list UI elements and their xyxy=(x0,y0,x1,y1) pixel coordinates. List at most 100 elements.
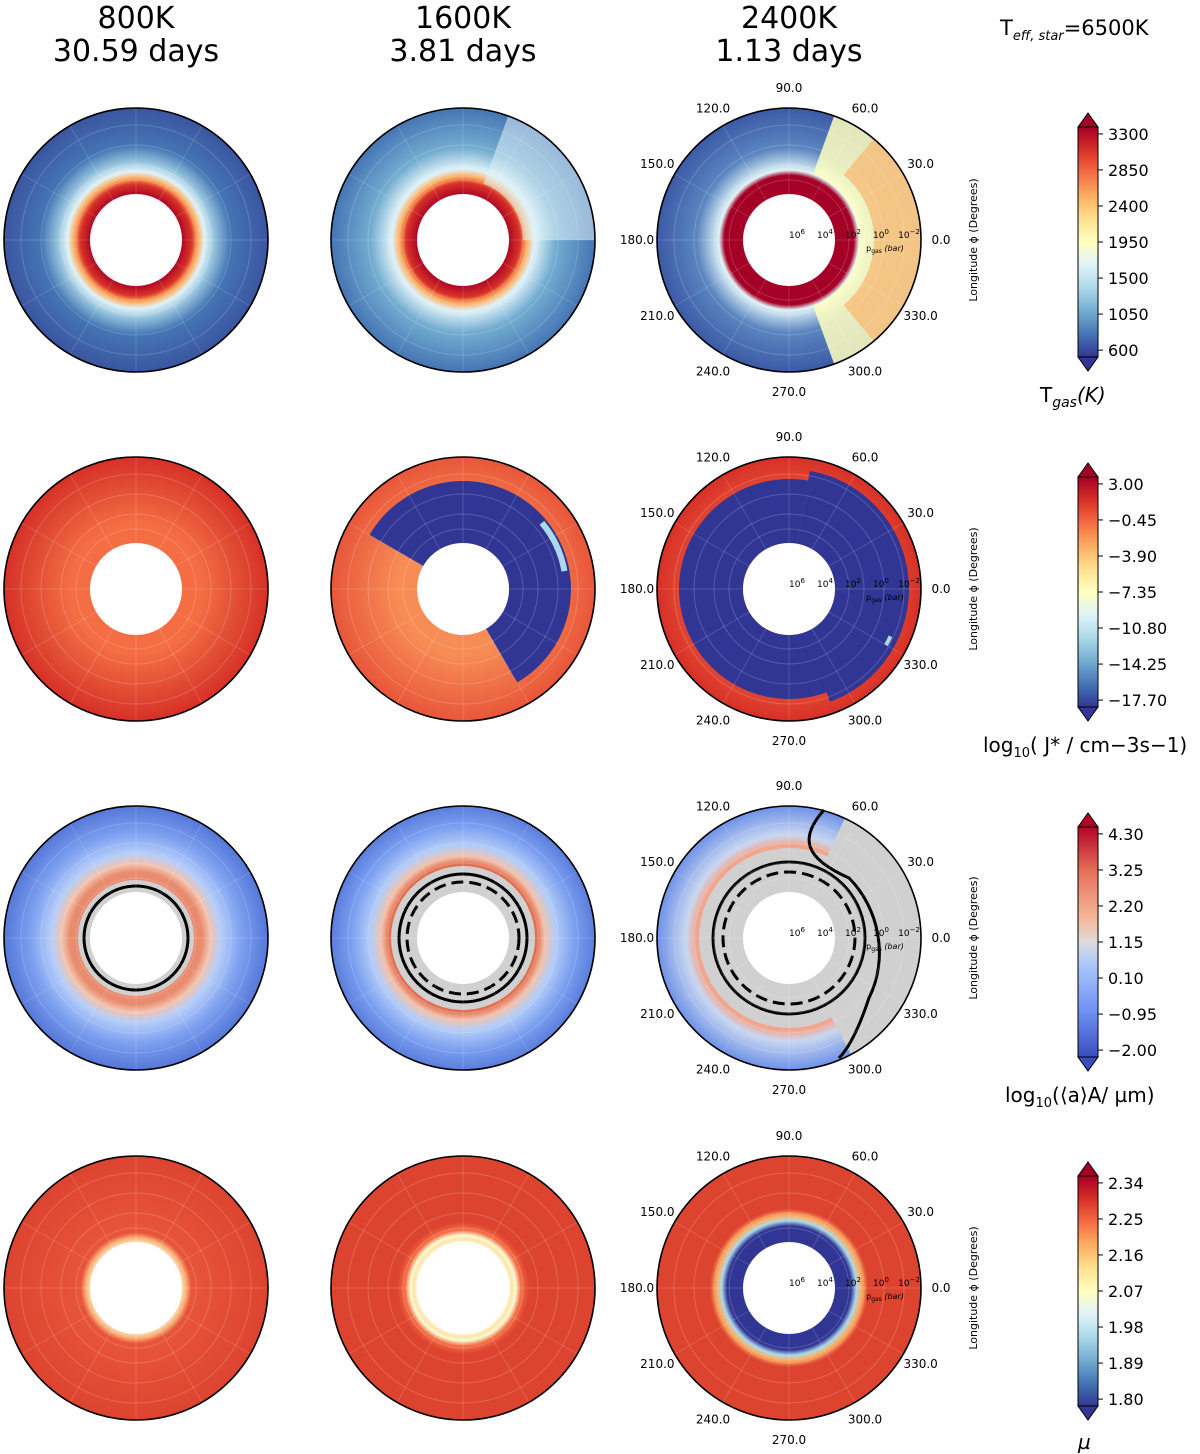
colorbar-extend-min xyxy=(1077,706,1099,722)
colorbar-extend-max xyxy=(1077,1161,1099,1177)
radial-gridline xyxy=(402,528,524,650)
radial-gridline xyxy=(347,473,579,705)
colorbar-tick-label: −2.00 xyxy=(1108,1041,1157,1060)
angular-tick-label: 30.0 xyxy=(907,157,934,171)
colorbar-tick-label: −0.45 xyxy=(1108,511,1157,530)
angular-tick-label: 60.0 xyxy=(852,101,879,115)
radial-gridline xyxy=(20,473,252,705)
angular-gridline xyxy=(175,871,251,916)
radial-gridline xyxy=(367,144,559,336)
radial-gridline xyxy=(347,124,579,356)
angular-tick-label: 30.0 xyxy=(907,855,934,869)
angular-tick-label: 90.0 xyxy=(776,81,803,95)
colorbar-label-grainsize-main: log xyxy=(1005,1083,1036,1107)
colorbar-2: 3.00 −0.45 −3.90 −7.35 −10.80 −14.25 −17.70 xyxy=(1077,462,1167,722)
radial-tick-label: 102 xyxy=(845,577,861,590)
colorbar-label-grainsize: log10(⟨a⟩A/ µm) xyxy=(1005,1083,1155,1111)
angular-tick-label: 150.0 xyxy=(640,157,674,171)
angular-gridline xyxy=(485,125,530,201)
radial-gridline xyxy=(20,822,252,1054)
radial-gridline xyxy=(60,164,212,316)
colorbar-tick-label: 2400 xyxy=(1108,197,1149,216)
radial-gridline xyxy=(75,528,197,650)
panel-frame xyxy=(3,456,269,722)
colorbar-label-mu-main: µ xyxy=(1078,1430,1091,1454)
radial-gridline xyxy=(75,877,197,999)
angular-tick-label: 210.0 xyxy=(640,658,674,672)
radial-gridline xyxy=(75,179,197,301)
angular-gridline xyxy=(158,823,203,899)
angular-gridline xyxy=(485,279,530,355)
no-nucleation-region xyxy=(796,470,910,702)
panel-frame xyxy=(3,107,269,373)
inner-hole xyxy=(90,194,182,286)
angular-tick-label: 330.0 xyxy=(903,1007,937,1021)
angular-gridline xyxy=(69,1173,114,1249)
colorbar-bar xyxy=(1077,476,1099,708)
radial-gridline xyxy=(60,513,212,665)
angular-gridline xyxy=(674,262,750,307)
angular-axis-label: Longitude ϕ (Degrees) xyxy=(967,876,980,999)
column-title-3: 2400K 1.13 days xyxy=(639,2,939,68)
angular-tick-label: 240.0 xyxy=(696,365,730,379)
angular-gridline xyxy=(175,1310,251,1355)
angular-gridline xyxy=(21,522,97,567)
angular-tick-label: 30.0 xyxy=(907,1205,934,1219)
radial-gridline xyxy=(402,179,524,301)
panel-frame xyxy=(656,805,922,1071)
dayside-hot-core xyxy=(843,138,922,342)
angular-tick-label: 270.0 xyxy=(772,385,806,399)
panels-group: 0.0 30.0 60.0 90.0 120.0 150.0 180.0 210.0 240.0… xyxy=(3,81,980,1447)
colorbar-label-grainsize-sub: 10 xyxy=(1035,1096,1053,1111)
angular-gridline xyxy=(21,960,97,1005)
colorbar-tick-label: 2850 xyxy=(1108,161,1149,180)
colorbar-tick-label: −10.80 xyxy=(1108,619,1167,638)
colorbar-label-nucleation-rest: ( J* / cm−3s−1) xyxy=(1030,733,1188,757)
radial-tick-label: 100 xyxy=(873,577,889,590)
radial-gridline xyxy=(693,144,885,336)
inner-hole xyxy=(90,543,182,635)
polar-panel-r1-c2 xyxy=(330,107,596,373)
angular-gridline xyxy=(175,262,251,307)
angular-tick-label: 330.0 xyxy=(903,1357,937,1371)
colorbar-bar xyxy=(1077,126,1099,358)
colorbar-label-tgas-main: T xyxy=(1040,383,1053,407)
colorbar-tick-label: 600 xyxy=(1108,341,1139,360)
angular-tick-label: 0.0 xyxy=(931,931,950,945)
no-nucleation-region-inner xyxy=(678,479,844,699)
radial-gridline xyxy=(367,493,559,685)
star-temperature-sub: eff, star xyxy=(1012,29,1064,45)
angular-gridline xyxy=(502,262,578,307)
angular-gridline xyxy=(502,960,578,1005)
angular-tick-label: 300.0 xyxy=(848,714,882,728)
angular-gridline xyxy=(69,279,114,355)
angular-tick-label: 330.0 xyxy=(903,658,937,672)
angular-gridline xyxy=(485,1173,530,1249)
colorbar-tick-label: 0.10 xyxy=(1108,969,1144,988)
radial-gridline xyxy=(713,862,865,1014)
angular-gridline xyxy=(828,871,904,916)
radial-gridline xyxy=(728,877,850,999)
angular-gridline xyxy=(828,522,904,567)
angular-gridline xyxy=(811,823,856,899)
angular-gridline xyxy=(828,611,904,656)
star-temperature-value: =6500K xyxy=(1063,16,1149,40)
colorbar-bar xyxy=(1077,1175,1099,1407)
angular-gridline xyxy=(21,611,97,656)
angular-tick-label: 300.0 xyxy=(848,365,882,379)
radial-tick-label: 106 xyxy=(789,228,805,241)
radial-gridline xyxy=(367,842,559,1034)
radial-tick-label: 102 xyxy=(845,228,861,241)
angular-gridline xyxy=(396,125,441,201)
angular-tick-label: 0.0 xyxy=(931,582,950,596)
angular-gridline xyxy=(502,522,578,567)
radial-gridline xyxy=(40,144,232,336)
radial-gridline xyxy=(75,1227,197,1349)
angular-gridline xyxy=(175,611,251,656)
radial-gridline xyxy=(728,1227,850,1349)
radial-gridline xyxy=(693,842,885,1034)
panel-frame xyxy=(330,107,596,373)
angular-gridline xyxy=(348,1310,424,1355)
angular-tick-label: 120.0 xyxy=(696,1149,730,1163)
angular-tick-label: 180.0 xyxy=(620,1281,654,1295)
